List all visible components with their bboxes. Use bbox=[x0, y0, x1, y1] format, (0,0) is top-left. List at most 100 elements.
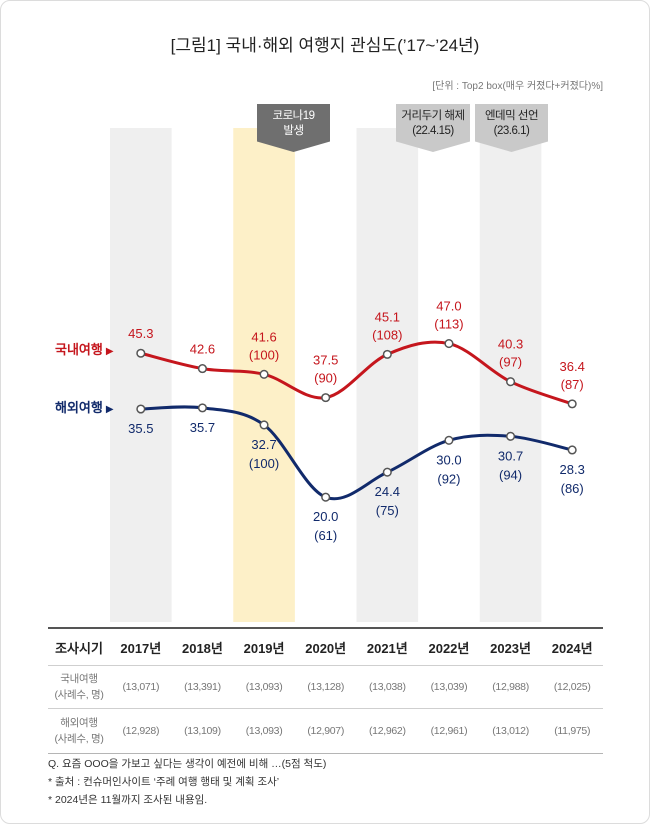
column-band bbox=[356, 128, 419, 622]
data-label-index: (92) bbox=[437, 471, 460, 486]
callout-line: 발생 bbox=[283, 125, 304, 137]
data-label-index: (97) bbox=[499, 355, 522, 370]
table-header-row: 조사시기 2017년 2018년 2019년 2020년 2021년 2022년… bbox=[48, 627, 603, 666]
data-label-value: 47.0 bbox=[436, 299, 461, 314]
data-label-index: (87) bbox=[561, 377, 584, 392]
header-year: 2020년 bbox=[294, 627, 357, 666]
table-row: 해외여행 (사례수, 명) (12,928) (13,109) (13,093)… bbox=[48, 708, 603, 754]
unit-label: [단위 : Top2 box(매우 커졌다+커졌다)%] bbox=[432, 81, 603, 92]
data-label-value: 30.7 bbox=[498, 448, 523, 463]
table-cell: (13,038) bbox=[356, 665, 419, 709]
data-label-value: 42.6 bbox=[190, 342, 215, 357]
table-cell: (13,039) bbox=[418, 665, 480, 709]
row-label-title: 국내여행 bbox=[60, 673, 98, 685]
table-cell: (12,907) bbox=[294, 708, 357, 754]
header-year: 2019년 bbox=[233, 627, 295, 666]
header-year: 2024년 bbox=[541, 627, 603, 666]
data-point bbox=[136, 348, 146, 358]
column-band bbox=[110, 128, 172, 622]
data-label-value: 41.6 bbox=[251, 329, 276, 344]
header-year: 2017년 bbox=[110, 627, 172, 666]
table-cell: (13,391) bbox=[171, 665, 234, 709]
data-label-value: 28.3 bbox=[560, 462, 585, 477]
data-point bbox=[259, 369, 269, 379]
column-bands bbox=[110, 128, 542, 622]
data-label-index: (113) bbox=[434, 317, 463, 332]
data-labels: 45.3 42.6 41.6 (100) 37.5 (90) 45.1 (108) 47.0 (1… bbox=[128, 299, 585, 544]
data-label-index: (86) bbox=[561, 481, 584, 496]
data-label-value: 35.7 bbox=[190, 420, 215, 435]
data-point bbox=[259, 420, 269, 430]
header-year: 2018년 bbox=[171, 627, 234, 666]
data-label-value: 40.3 bbox=[498, 337, 523, 352]
legend-domestic: 국내여행 ▶ bbox=[55, 341, 114, 359]
line-chart: 45.3 42.6 41.6 (100) 37.5 (90) 45.1 (108) 47.0 (1… bbox=[110, 128, 585, 622]
row-label-subtitle: (사례수, 명) bbox=[54, 689, 104, 701]
header-year: 2021년 bbox=[356, 627, 419, 666]
data-point bbox=[136, 404, 146, 414]
legend-label: 해외여행 bbox=[55, 400, 103, 415]
table-cell: (12,988) bbox=[479, 665, 542, 709]
header-year: 2023년 bbox=[479, 627, 542, 666]
table-cell: (12,025) bbox=[541, 665, 603, 709]
row-label: 국내여행 (사례수, 명) bbox=[48, 665, 110, 709]
data-point bbox=[382, 349, 392, 359]
data-label-value: 35.5 bbox=[128, 421, 153, 436]
table-cell: (12,928) bbox=[110, 708, 172, 754]
data-point bbox=[506, 377, 516, 387]
callout-line: 거리두기 해제 bbox=[401, 110, 465, 122]
header-year: 2022년 bbox=[418, 627, 480, 666]
series-points bbox=[136, 339, 577, 502]
table-cell: (11,975) bbox=[541, 708, 603, 754]
footnote-note: * 2024년은 11월까지 조사된 내용임. bbox=[48, 794, 208, 806]
header-survey-period: 조사시기 bbox=[48, 627, 110, 666]
legend-label: 국내여행 bbox=[55, 342, 103, 357]
table-cell: (12,962) bbox=[356, 708, 419, 754]
data-point bbox=[506, 431, 516, 441]
data-point bbox=[444, 339, 454, 349]
footnotes: Q. 요즘 OOO을 가보고 싶다는 생각이 예전에 비해 …(5점 척도) *… bbox=[48, 755, 608, 809]
data-label-value: 24.4 bbox=[375, 484, 400, 499]
data-point bbox=[382, 467, 392, 477]
triangle-right-icon: ▶ bbox=[105, 346, 114, 357]
footnote-source: * 출처 : 컨슈머인사이트 ‘주례 여행 행태 및 계획 조사’ bbox=[48, 776, 280, 788]
table-cell: (13,128) bbox=[294, 665, 357, 709]
data-point bbox=[197, 403, 207, 413]
data-point bbox=[321, 492, 331, 502]
data-label-value: 30.0 bbox=[436, 452, 461, 467]
table-cell: (13,093) bbox=[233, 665, 295, 709]
chart-title: [그림1] 국내·해외 여행지 관심도(’17~’24년) bbox=[170, 36, 480, 55]
data-label-value: 45.3 bbox=[128, 326, 153, 341]
data-label-index: (90) bbox=[314, 371, 337, 386]
data-label-index: (100) bbox=[249, 456, 279, 471]
data-point bbox=[567, 399, 577, 409]
data-label-value: 20.0 bbox=[313, 509, 338, 524]
table-cell: (12,961) bbox=[418, 708, 480, 754]
data-label-index: (108) bbox=[372, 327, 402, 342]
callout-line: 코로나19 bbox=[272, 110, 315, 122]
callout-line: (23.6.1) bbox=[493, 125, 530, 137]
row-label-title: 해외여행 bbox=[60, 717, 98, 729]
table-cell: (13,093) bbox=[233, 708, 295, 754]
table-cell: (13,109) bbox=[171, 708, 234, 754]
callout-line: 엔데믹 선언 bbox=[484, 110, 539, 122]
table-cell: (13,071) bbox=[110, 665, 172, 709]
row-label-subtitle: (사례수, 명) bbox=[54, 733, 104, 745]
series-line-overseas bbox=[139, 405, 574, 501]
table-cell: (13,012) bbox=[479, 708, 542, 754]
data-label-index: (100) bbox=[249, 347, 279, 362]
data-label-value: 45.1 bbox=[375, 309, 400, 324]
data-label-value: 32.7 bbox=[251, 437, 276, 452]
data-label-index: (75) bbox=[376, 503, 399, 518]
distancing-lifted-callout: 거리두기 해제 (22.4.15) bbox=[396, 104, 470, 152]
table-row: 국내여행 (사례수, 명) (13,071) (13,391) (13,093)… bbox=[48, 665, 603, 709]
covid-outbreak-callout: 코로나19 발생 bbox=[257, 104, 330, 152]
column-band bbox=[479, 128, 542, 622]
row-label: 해외여행 (사례수, 명) bbox=[48, 708, 110, 754]
data-point bbox=[567, 445, 577, 455]
data-point bbox=[321, 393, 331, 403]
legend-overseas: 해외여행 ▶ bbox=[55, 399, 114, 417]
data-label-index: (61) bbox=[314, 528, 337, 543]
footnote-question: Q. 요즘 OOO을 가보고 싶다는 생각이 예전에 비해 …(5점 척도) bbox=[48, 758, 327, 770]
endemic-declared-callout: 엔데믹 선언 (23.6.1) bbox=[475, 104, 548, 152]
